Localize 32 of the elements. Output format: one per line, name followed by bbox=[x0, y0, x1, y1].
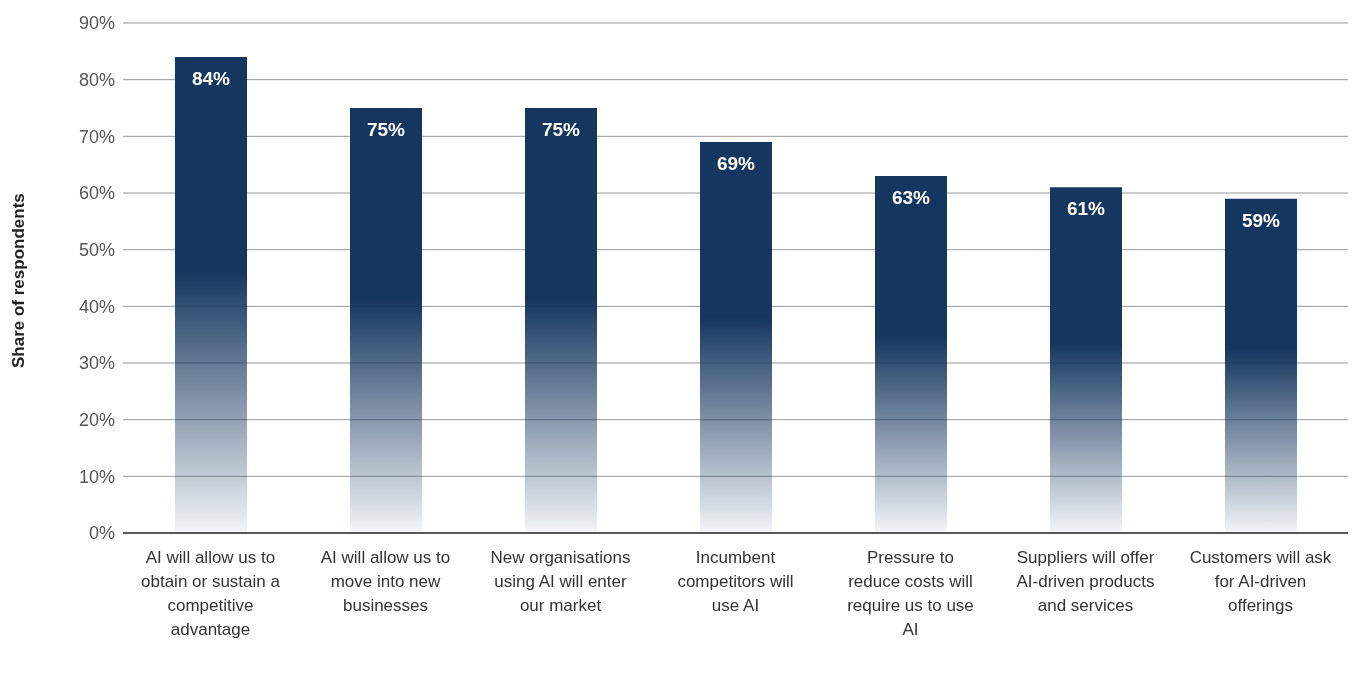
bar bbox=[350, 108, 422, 533]
x-tick-label: AI will allow us to move into new businesses bbox=[320, 548, 451, 616]
bar bbox=[700, 142, 772, 533]
x-tick-label: Incumbent competitors will use AI bbox=[677, 548, 794, 616]
y-tick-label: 0% bbox=[88, 523, 115, 544]
x-tick-label: Suppliers will offer AI-driven products and services bbox=[1016, 548, 1155, 616]
bar bbox=[175, 57, 247, 533]
y-tick-label: 60% bbox=[78, 183, 115, 204]
x-tick-label: Customers will ask for AI-driven offerings bbox=[1189, 548, 1332, 616]
data-label: 63% bbox=[891, 187, 931, 208]
y-axis-title: Share of respondents bbox=[9, 193, 29, 368]
data-label: 75% bbox=[541, 119, 581, 140]
bar bbox=[1050, 187, 1122, 533]
data-label: 69% bbox=[716, 153, 756, 174]
y-tick-label: 80% bbox=[78, 70, 115, 91]
y-tick-label: 50% bbox=[78, 240, 115, 261]
y-tick-label: 10% bbox=[78, 466, 115, 487]
x-tick-label: Pressure to reduce costs will require us to use AI bbox=[847, 548, 974, 640]
bar bbox=[875, 176, 947, 533]
bar bbox=[1225, 198, 1297, 533]
data-label: 75% bbox=[366, 119, 406, 140]
y-tick-label: 70% bbox=[78, 126, 115, 147]
y-tick-label: 40% bbox=[78, 296, 115, 317]
data-label: 59% bbox=[1241, 209, 1281, 231]
y-tick-label: 90% bbox=[78, 13, 115, 34]
y-tick-label: 30% bbox=[78, 353, 115, 374]
data-label: 61% bbox=[1066, 198, 1106, 220]
data-label: 84% bbox=[191, 68, 231, 89]
y-tick-label: 20% bbox=[78, 410, 115, 431]
x-tick-label: New organisations using AI will enter our market bbox=[490, 548, 631, 616]
bar bbox=[525, 108, 597, 533]
x-tick-label: AI will allow us to obtain or sustain a competitive advantage bbox=[141, 548, 281, 640]
